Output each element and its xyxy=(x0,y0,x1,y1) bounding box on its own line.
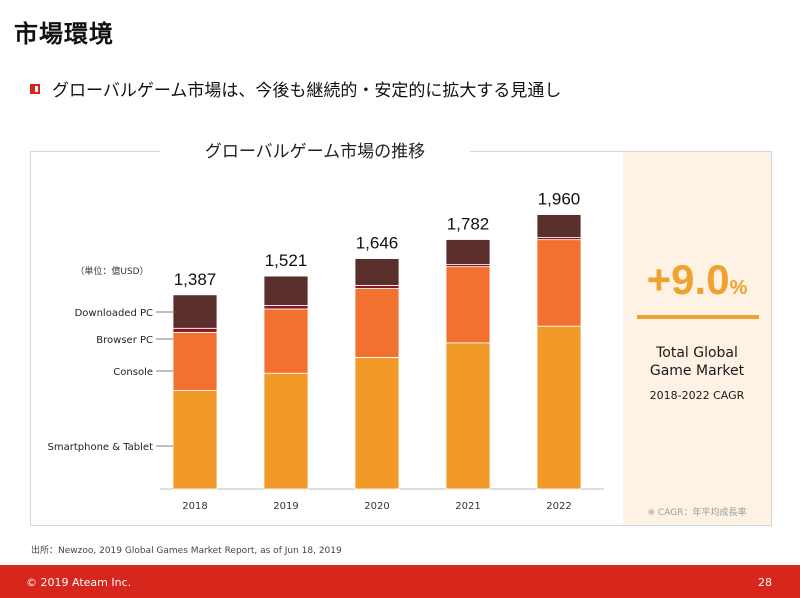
bar-segment-2018-0 xyxy=(172,390,218,490)
cagr-label-line2: Game Market xyxy=(649,363,745,379)
legend-label-0: Smartphone & Tablet xyxy=(48,442,154,453)
page-number: 28 xyxy=(758,576,772,589)
bar-segment-2018-3 xyxy=(172,294,218,329)
total-label-2022: 1,960 xyxy=(538,190,581,209)
bar-segment-2020-2 xyxy=(354,285,400,289)
bullet-square-icon xyxy=(30,83,40,94)
bullet-row: グローバルゲーム市場は、今後も継続的・安定的に拡大する見通し xyxy=(30,76,561,101)
bar-segment-2019-3 xyxy=(263,275,309,306)
total-label-2021: 1,782 xyxy=(447,215,490,234)
bar-segment-2022-0 xyxy=(536,325,582,490)
legend-label-2: Browser PC xyxy=(96,335,153,346)
page-title: 市場環境 xyxy=(14,20,114,48)
legend-label-3: Downloaded PC xyxy=(75,308,153,319)
cagr-label-line1: Total Global xyxy=(656,345,738,361)
legend-label-1: Console xyxy=(113,367,153,378)
cagr-number: +9.0 xyxy=(646,256,730,303)
cagr-unit: % xyxy=(729,277,748,299)
bar-segment-2018-2 xyxy=(172,327,218,333)
bar-segment-2020-3 xyxy=(354,258,400,286)
cagr-panel xyxy=(623,152,771,525)
bar-segment-2021-0 xyxy=(445,342,491,490)
cagr-underline xyxy=(637,315,759,319)
cagr-note: ※ CAGR：年平均成長率 xyxy=(647,508,747,518)
source-note: 出所：Newzoo, 2019 Global Games Market Repo… xyxy=(31,546,342,556)
footer-bar xyxy=(0,565,800,598)
x-tick-label-2019: 2019 xyxy=(273,501,298,512)
x-tick-label-2020: 2020 xyxy=(364,501,389,512)
bar-segment-2018-1 xyxy=(172,331,218,391)
bar-segment-2019-2 xyxy=(263,305,309,310)
bar-segment-2022-3 xyxy=(536,214,582,238)
bar-segment-2020-1 xyxy=(354,288,400,358)
bar-segment-2021-1 xyxy=(445,266,491,344)
bar-segment-2022-1 xyxy=(536,239,582,327)
total-label-2020: 1,646 xyxy=(356,234,399,253)
chart-title: グローバルゲーム市場の推移 xyxy=(160,140,470,164)
x-tick-label-2022: 2022 xyxy=(546,501,571,512)
bullet-text: グローバルゲーム市場は、今後も継続的・安定的に拡大する見通し xyxy=(52,81,562,101)
x-tick-label-2018: 2018 xyxy=(182,501,207,512)
bar-segment-2019-1 xyxy=(263,308,309,374)
bar-segment-2020-0 xyxy=(354,356,400,490)
bar-segment-2021-3 xyxy=(445,239,491,265)
copyright: © 2019 Ateam Inc. xyxy=(26,576,132,589)
cagr-label: Total Global Game Market xyxy=(623,344,771,380)
unit-label: （単位：億USD） xyxy=(75,265,148,277)
bar-segment-2019-0 xyxy=(263,372,309,490)
cagr-value: +9.0% xyxy=(623,255,771,313)
total-label-2019: 1,521 xyxy=(265,251,308,270)
x-tick-label-2021: 2021 xyxy=(455,501,480,512)
cagr-period: 2018-2022 CAGR xyxy=(649,389,745,402)
total-label-2018: 1,387 xyxy=(174,270,217,289)
